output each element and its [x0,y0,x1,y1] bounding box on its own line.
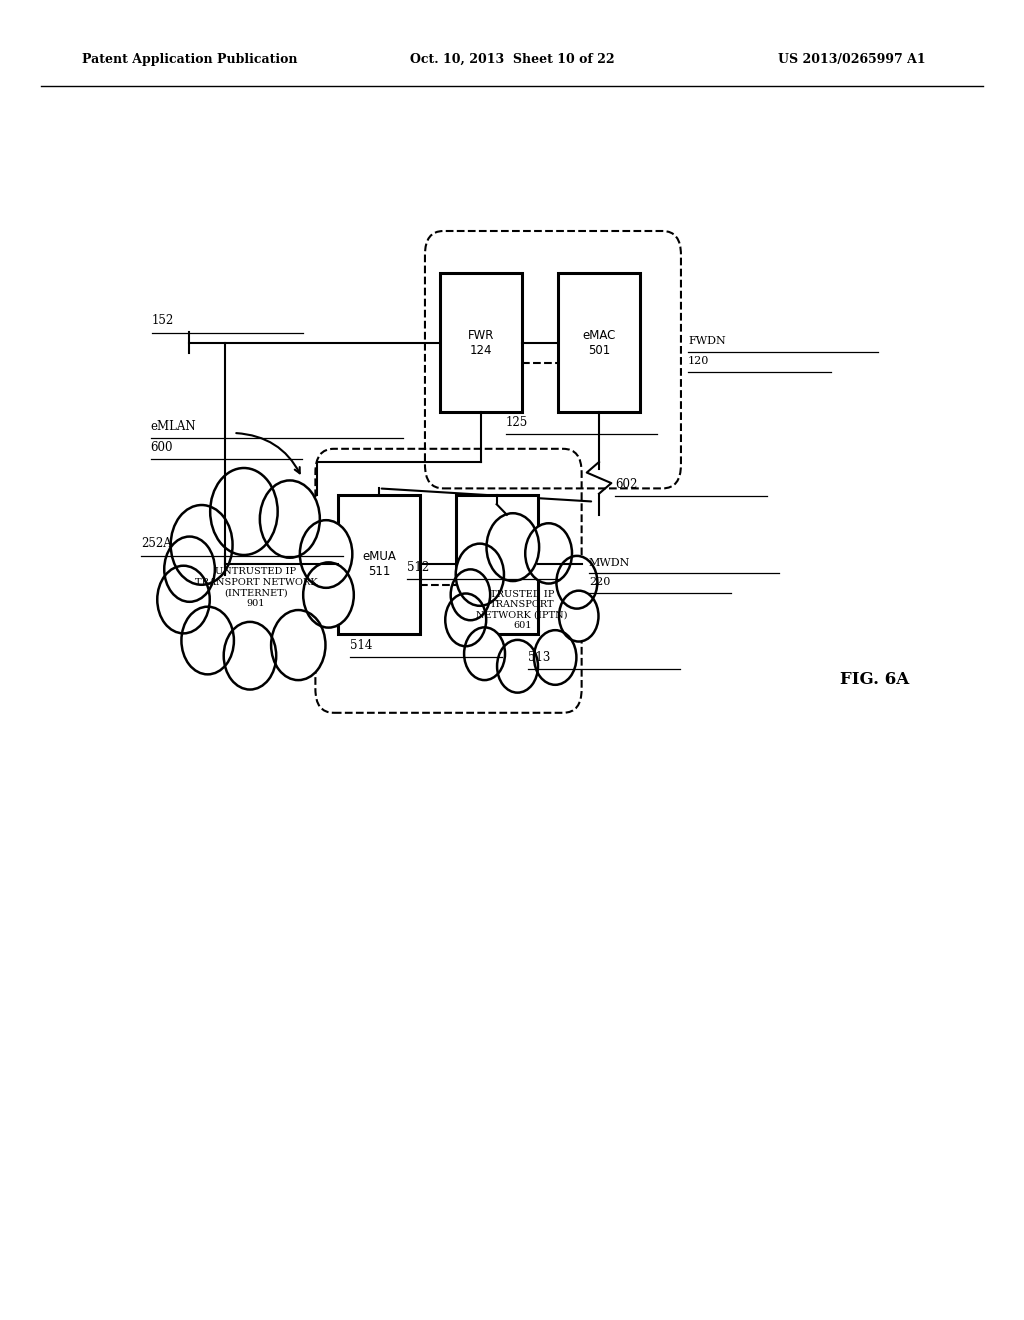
Text: 602: 602 [615,478,638,491]
Text: 152: 152 [152,314,174,327]
Circle shape [464,627,505,680]
Circle shape [210,469,278,554]
Bar [456,495,538,634]
Circle shape [535,630,577,685]
Text: eMAC
501: eMAC 501 [583,329,615,356]
Text: 120: 120 [688,356,710,366]
Text: US 2013/0265997 A1: US 2013/0265997 A1 [778,53,926,66]
Circle shape [223,622,276,689]
Circle shape [164,536,215,602]
Circle shape [445,594,486,647]
Circle shape [559,590,598,642]
Circle shape [456,544,504,606]
Bar [440,273,522,412]
Text: 125: 125 [506,416,528,429]
Bar [338,495,420,634]
Text: FWDN: FWDN [688,337,726,346]
Circle shape [486,513,539,581]
Text: 600: 600 [151,441,173,454]
Circle shape [525,523,572,583]
Text: Oct. 10, 2013  Sheet 10 of 22: Oct. 10, 2013 Sheet 10 of 22 [410,53,614,66]
Text: MWDN: MWDN [589,557,630,568]
Text: FIG. 6A: FIG. 6A [840,672,909,688]
Text: 252A: 252A [141,537,172,550]
Circle shape [181,607,233,675]
Circle shape [271,610,326,680]
Text: 220: 220 [589,577,610,587]
Circle shape [497,640,538,693]
Text: 513: 513 [528,651,551,664]
Circle shape [303,562,354,627]
Text: eMSG
510: eMSG 510 [479,550,514,578]
Text: Patent Application Publication: Patent Application Publication [82,53,297,66]
Circle shape [260,480,319,558]
Circle shape [300,520,352,587]
Text: FWR
124: FWR 124 [468,329,495,356]
Circle shape [171,506,232,585]
Circle shape [158,566,210,634]
Text: 514: 514 [350,639,373,652]
Text: 512: 512 [407,561,429,574]
Circle shape [556,556,597,609]
Circle shape [451,569,490,620]
Text: TRUSTED IP
TRANSPORT
NETWORK (IPTN)
601: TRUSTED IP TRANSPORT NETWORK (IPTN) 601 [476,590,568,630]
Text: eMUA
511: eMUA 511 [361,550,396,578]
Text: UNTRUSTED IP
TRANSPORT NETWORK
(INTERNET)
901: UNTRUSTED IP TRANSPORT NETWORK (INTERNET… [195,568,317,607]
Bar [558,273,640,412]
Text: eMLAN: eMLAN [151,420,197,433]
